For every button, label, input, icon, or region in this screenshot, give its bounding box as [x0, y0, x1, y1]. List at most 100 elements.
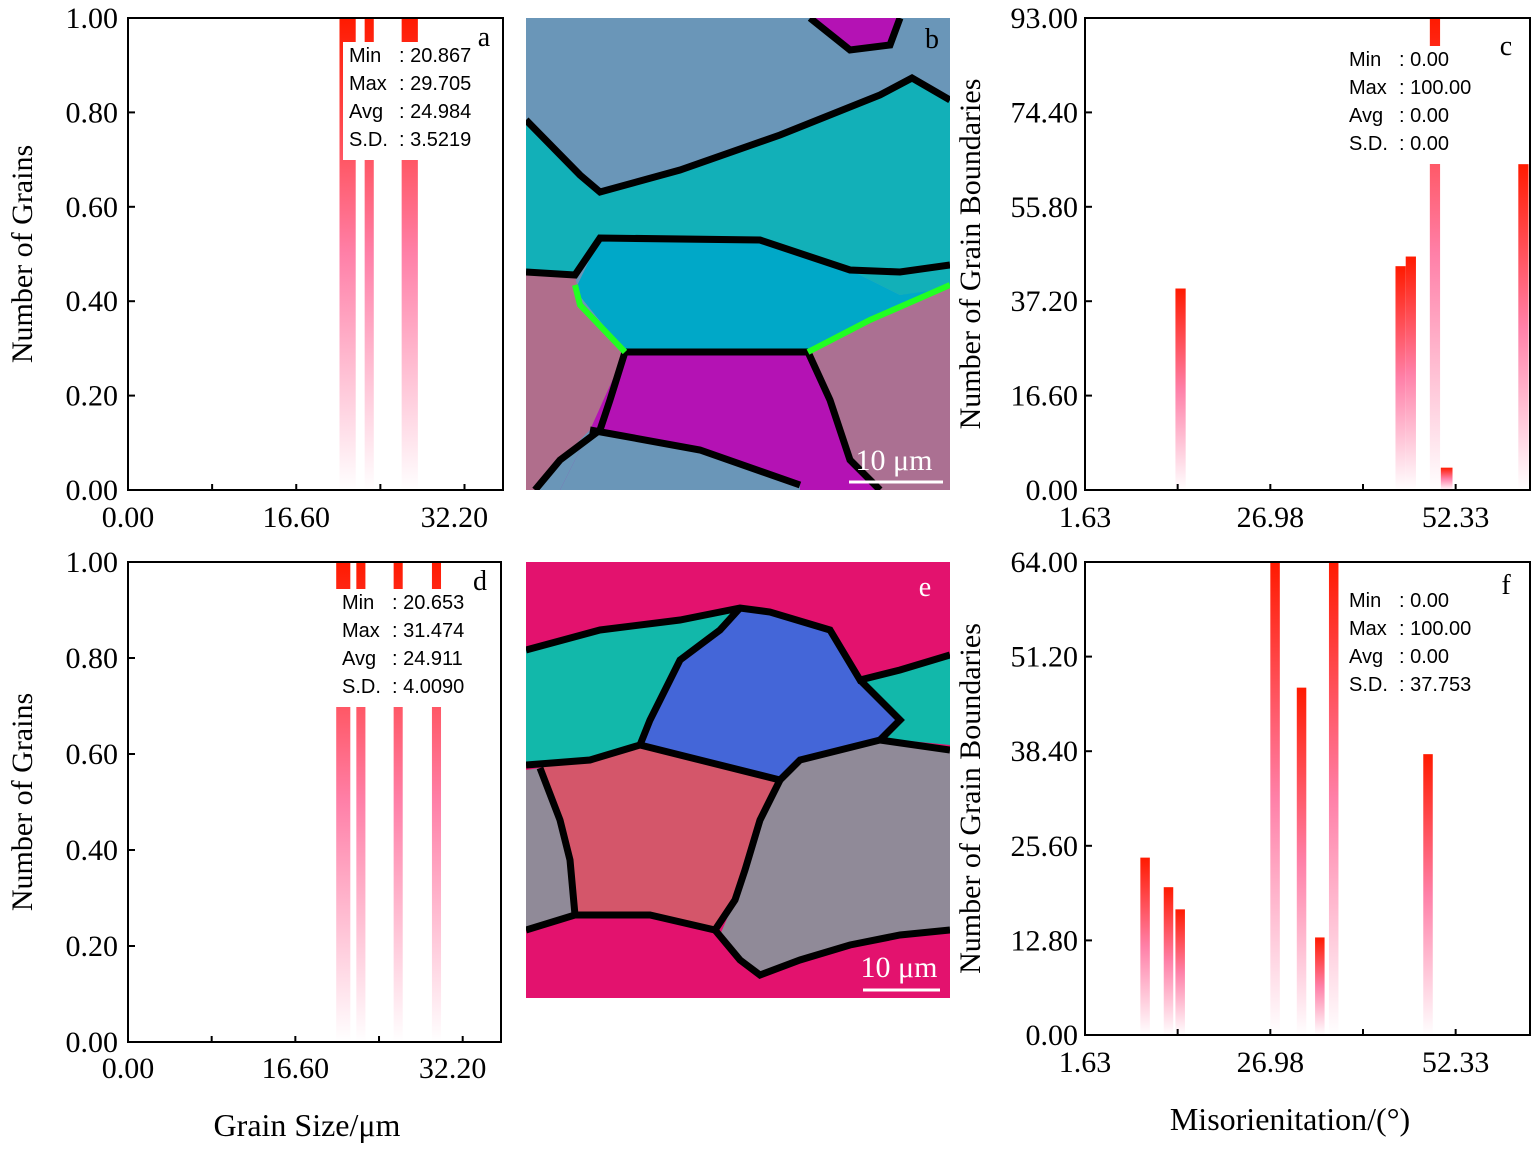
- bar-c-5: [1518, 164, 1529, 491]
- stat-label-a-1: Max: [349, 73, 387, 95]
- stat-label-d-3: S.D.: [342, 676, 381, 698]
- grain-grey-left: [526, 768, 575, 930]
- ylabel-a: Number of Grains: [6, 145, 39, 363]
- bar-f-4: [1296, 687, 1307, 1035]
- stat-value-c-3: : 0.00: [1399, 133, 1449, 155]
- bar-f-5: [1315, 937, 1325, 1035]
- bar-c-4: [1440, 467, 1453, 490]
- stat-label-c-0: Min: [1349, 49, 1381, 71]
- ytick-label-a-5: 1.00: [66, 2, 119, 35]
- ytick-label-a-4: 0.80: [66, 96, 119, 129]
- chart-panel-c: Min: 0.00 Max: 100.00 Avg: 0.00 S.D.: 0.00 0…: [954, 2, 1531, 534]
- panel-label-f: f: [1501, 570, 1511, 601]
- bar-a-1: [364, 18, 374, 490]
- stats-box-d: Min: 20.653 Max: 31.474 Avg: 24.911 S.D.: 4…: [336, 589, 479, 707]
- bar-f-3: [1270, 562, 1280, 1035]
- bar-c-0: [1175, 288, 1186, 490]
- ytick-label-a-1: 0.20: [66, 380, 119, 413]
- ytick-label-f-2: 25.60: [1011, 830, 1079, 863]
- bar-f-6: [1328, 562, 1339, 1035]
- charts: Min: 20.867 Max: 29.705 Avg: 24.984 S.D.: 3…: [6, 2, 1531, 1085]
- scale-bar-label-b: 10 μm: [856, 444, 933, 477]
- stats-box-c: Min: 0.00 Max: 100.00 Avg: 0.00 S.D.: 0.00: [1343, 46, 1483, 164]
- grain-magenta-top: [810, 18, 900, 50]
- ytick-label-f-4: 51.20: [1011, 641, 1079, 674]
- stat-value-f-0: : 0.00: [1399, 590, 1449, 612]
- ytick-label-d-3: 0.60: [66, 738, 119, 771]
- grain-blue-bottom: [560, 430, 800, 490]
- xtick-label-c-0: 1.63: [1059, 501, 1112, 534]
- panel-label-c: c: [1500, 31, 1512, 62]
- ytick-label-d-2: 0.40: [66, 834, 119, 867]
- special-boundary-right: [806, 282, 950, 355]
- panel-label-d: d: [473, 566, 487, 597]
- chart-panel-d: Min: 20.653 Max: 31.474 Avg: 24.911 S.D.: 4…: [6, 546, 502, 1085]
- grain-teal-left: [526, 608, 740, 765]
- ytick-label-d-1: 0.20: [66, 930, 119, 963]
- stat-value-f-1: : 100.00: [1399, 618, 1471, 640]
- stat-label-c-1: Max: [1349, 77, 1387, 99]
- panel-label-e: e: [919, 572, 931, 603]
- stat-label-a-3: S.D.: [349, 129, 388, 151]
- stat-value-a-2: : 24.984: [399, 101, 471, 123]
- ytick-label-c-5: 93.00: [1011, 2, 1079, 35]
- plot-frame-c: [1084, 17, 1531, 491]
- xtick-label-c-2: 52.33: [1422, 501, 1490, 534]
- stat-value-c-0: : 0.00: [1399, 49, 1449, 71]
- stat-label-d-2: Avg: [342, 648, 376, 670]
- stat-label-f-3: S.D.: [1349, 674, 1388, 696]
- bottom-xlabel-right: Misorienitation/(°): [1170, 1101, 1410, 1137]
- ylabel-d: Number of Grains: [6, 693, 39, 911]
- grain-map-b: [526, 18, 950, 490]
- panel-label-a: a: [478, 22, 491, 53]
- grain-red: [540, 745, 780, 930]
- bar-f-1: [1163, 887, 1174, 1035]
- panel-label-b: b: [925, 24, 939, 55]
- stat-value-f-3: : 37.753: [1399, 674, 1471, 696]
- ytick-label-a-0: 0.00: [66, 474, 119, 507]
- ylabel-c: Number of Grain Boundaries: [954, 79, 987, 430]
- grain-map-e: [526, 562, 950, 998]
- xtick-label-f-1: 26.98: [1237, 1046, 1305, 1079]
- plot-frame-f: [1084, 561, 1531, 1036]
- stat-value-d-3: : 4.0090: [392, 676, 464, 698]
- stats-box-a: Min: 20.867 Max: 29.705 Avg: 24.984 S.D.: 3…: [343, 42, 483, 160]
- bar-f-2: [1175, 909, 1185, 1035]
- stat-label-f-0: Min: [1349, 590, 1381, 612]
- bar-f-7: [1423, 754, 1433, 1035]
- stat-label-a-0: Min: [349, 45, 381, 67]
- special-boundary-left: [572, 284, 628, 355]
- stat-value-a-3: : 3.5219: [399, 129, 471, 151]
- stat-label-a-2: Avg: [349, 101, 383, 123]
- xtick-label-d-1: 16.60: [262, 1052, 330, 1085]
- ytick-label-f-0: 0.00: [1026, 1019, 1079, 1052]
- ytick-label-f-5: 64.00: [1011, 546, 1079, 579]
- ytick-label-f-1: 12.80: [1011, 924, 1079, 957]
- xtick-label-a-2: 32.20: [421, 501, 489, 534]
- grain-cyan-middle: [526, 78, 950, 295]
- stat-value-f-2: : 0.00: [1399, 646, 1449, 668]
- stat-value-c-2: : 0.00: [1399, 105, 1449, 127]
- stat-value-c-1: : 100.00: [1399, 77, 1471, 99]
- bar-c-2: [1405, 256, 1416, 490]
- ytick-label-f-3: 38.40: [1011, 735, 1079, 768]
- stat-label-f-2: Avg: [1349, 646, 1383, 668]
- stat-value-a-0: : 20.867: [399, 45, 471, 67]
- ytick-label-d-4: 0.80: [66, 642, 119, 675]
- ytick-label-a-3: 0.60: [66, 191, 119, 224]
- stat-label-d-1: Max: [342, 620, 380, 642]
- xtick-label-a-0: 0.00: [102, 501, 155, 534]
- xtick-label-f-2: 52.33: [1422, 1046, 1490, 1079]
- grain-grey-right: [720, 740, 950, 975]
- bar-c-3: [1429, 18, 1441, 490]
- xtick-label-f-0: 1.63: [1059, 1046, 1112, 1079]
- stat-value-d-0: : 20.653: [392, 592, 464, 614]
- bar-d-1: [356, 562, 366, 1042]
- ytick-label-c-3: 55.80: [1011, 191, 1079, 224]
- plot-frame-d: [127, 561, 502, 1043]
- ytick-label-d-5: 1.00: [66, 546, 119, 579]
- plot-frame-a: [127, 17, 504, 491]
- ytick-label-d-0: 0.00: [66, 1026, 119, 1059]
